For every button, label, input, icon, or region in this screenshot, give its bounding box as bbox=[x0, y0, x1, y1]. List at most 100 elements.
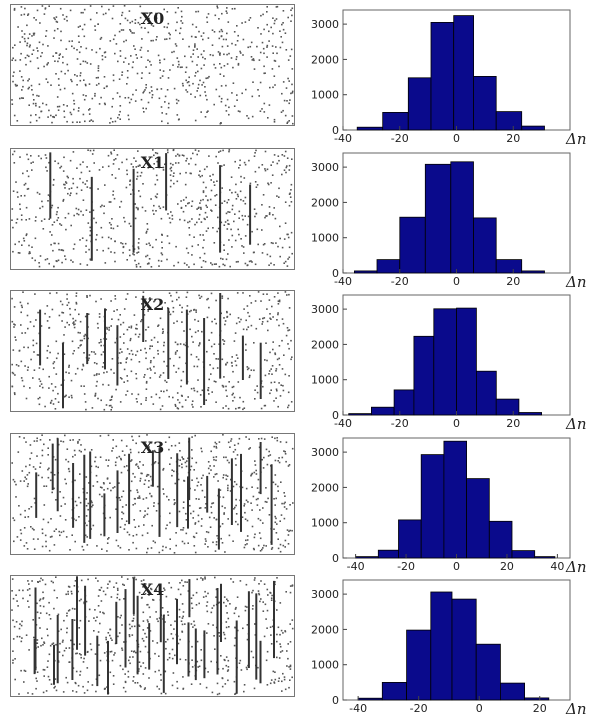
dot bbox=[131, 620, 134, 622]
dot bbox=[200, 659, 203, 662]
dot bbox=[289, 504, 291, 506]
dot bbox=[54, 408, 57, 410]
dot bbox=[33, 17, 35, 19]
dot bbox=[185, 519, 188, 521]
dot bbox=[212, 173, 214, 176]
x-tick-label: -20 bbox=[410, 702, 428, 715]
histogram-bar bbox=[381, 682, 407, 701]
dot bbox=[39, 627, 41, 629]
dot bbox=[97, 631, 100, 633]
dot bbox=[227, 487, 229, 489]
dot bbox=[242, 200, 245, 202]
dot bbox=[150, 12, 153, 14]
dot bbox=[279, 645, 282, 648]
dot bbox=[53, 29, 56, 32]
dot bbox=[15, 339, 17, 341]
dot bbox=[139, 684, 141, 687]
dot bbox=[142, 640, 145, 642]
dot bbox=[53, 544, 56, 546]
dot bbox=[36, 680, 38, 682]
dot bbox=[245, 487, 248, 490]
dot bbox=[153, 462, 156, 464]
dot bbox=[183, 262, 186, 265]
dot bbox=[25, 465, 27, 468]
dot bbox=[187, 202, 189, 205]
dot bbox=[53, 265, 55, 268]
dot bbox=[248, 159, 250, 162]
dot bbox=[270, 262, 272, 265]
dot bbox=[144, 27, 146, 29]
dot bbox=[195, 71, 197, 74]
dot bbox=[149, 60, 151, 63]
dot bbox=[200, 406, 202, 408]
dot bbox=[135, 464, 137, 466]
histogram-bar bbox=[354, 270, 378, 274]
dot bbox=[235, 483, 238, 486]
dot bbox=[196, 221, 198, 224]
dot bbox=[276, 5, 279, 8]
dot bbox=[194, 43, 196, 45]
dot bbox=[13, 162, 16, 164]
dot bbox=[20, 52, 22, 55]
dot bbox=[15, 483, 17, 486]
dot bbox=[171, 218, 174, 220]
dot bbox=[222, 149, 224, 152]
dot bbox=[277, 155, 280, 157]
y-tick-label: 3000 bbox=[311, 588, 339, 601]
dot bbox=[291, 68, 294, 70]
dot bbox=[174, 351, 177, 354]
dot bbox=[176, 153, 179, 156]
dot bbox=[81, 237, 84, 239]
dot bbox=[220, 165, 223, 167]
dot bbox=[128, 533, 131, 536]
dot bbox=[36, 455, 38, 457]
dot bbox=[238, 217, 240, 219]
dot bbox=[199, 175, 202, 178]
dot bbox=[258, 59, 261, 61]
dot bbox=[227, 489, 229, 492]
dot bbox=[33, 99, 35, 101]
dot bbox=[132, 676, 135, 678]
dot bbox=[96, 322, 99, 325]
dot bbox=[275, 242, 277, 244]
dot bbox=[47, 468, 49, 471]
dot bbox=[208, 393, 210, 395]
dot bbox=[215, 155, 217, 158]
dot bbox=[224, 683, 227, 685]
dot bbox=[264, 500, 267, 503]
dot bbox=[159, 77, 162, 79]
dot bbox=[119, 377, 122, 379]
dot bbox=[162, 166, 165, 169]
dot bbox=[19, 539, 22, 541]
dot bbox=[288, 666, 290, 668]
dot bbox=[190, 172, 192, 175]
dot bbox=[70, 78, 72, 81]
dot bbox=[125, 39, 127, 42]
dot bbox=[144, 210, 147, 212]
dot bbox=[66, 19, 68, 22]
dot bbox=[97, 188, 99, 190]
dot bbox=[25, 63, 27, 66]
dot bbox=[124, 17, 127, 20]
dot bbox=[276, 439, 279, 442]
dot bbox=[287, 465, 290, 467]
dot bbox=[41, 528, 44, 531]
dot bbox=[182, 370, 185, 373]
dot bbox=[110, 153, 113, 155]
dot bbox=[98, 169, 101, 171]
dot bbox=[180, 10, 183, 13]
dot bbox=[65, 593, 67, 596]
dot bbox=[73, 243, 76, 246]
dot bbox=[88, 482, 90, 484]
dot bbox=[221, 30, 224, 33]
dot bbox=[80, 344, 82, 346]
dot bbox=[164, 621, 166, 623]
dot bbox=[64, 326, 66, 328]
dot bbox=[86, 186, 89, 188]
dot bbox=[54, 685, 56, 688]
dot bbox=[272, 242, 274, 245]
dot bbox=[164, 101, 166, 103]
panel-title: X2 bbox=[141, 295, 165, 314]
dot bbox=[89, 5, 92, 7]
dot bbox=[138, 467, 140, 469]
